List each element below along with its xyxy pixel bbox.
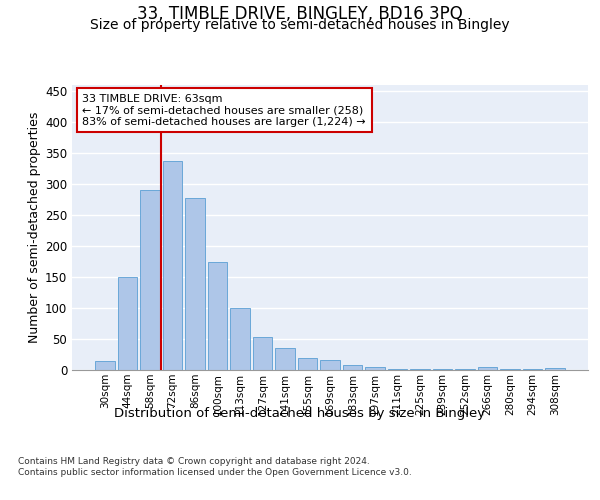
Bar xyxy=(253,337,272,370)
Bar xyxy=(95,360,115,370)
Text: Size of property relative to semi-detached houses in Bingley: Size of property relative to semi-detach… xyxy=(90,18,510,32)
Bar xyxy=(320,360,340,370)
Bar xyxy=(478,367,497,370)
Text: Contains HM Land Registry data © Crown copyright and database right 2024.
Contai: Contains HM Land Registry data © Crown c… xyxy=(18,458,412,477)
Y-axis label: Number of semi-detached properties: Number of semi-detached properties xyxy=(28,112,41,343)
Bar xyxy=(185,198,205,370)
Text: 33 TIMBLE DRIVE: 63sqm
← 17% of semi-detached houses are smaller (258)
83% of se: 33 TIMBLE DRIVE: 63sqm ← 17% of semi-det… xyxy=(82,94,366,126)
Bar xyxy=(208,262,227,370)
Bar xyxy=(298,358,317,370)
Bar xyxy=(545,368,565,370)
Bar xyxy=(343,365,362,370)
Bar xyxy=(388,369,407,370)
Bar xyxy=(275,348,295,370)
Bar xyxy=(365,367,385,370)
Text: 33, TIMBLE DRIVE, BINGLEY, BD16 3PQ: 33, TIMBLE DRIVE, BINGLEY, BD16 3PQ xyxy=(137,5,463,23)
Bar xyxy=(140,190,160,370)
Text: Distribution of semi-detached houses by size in Bingley: Distribution of semi-detached houses by … xyxy=(115,408,485,420)
Bar xyxy=(118,277,137,370)
Bar xyxy=(230,308,250,370)
Bar xyxy=(163,160,182,370)
